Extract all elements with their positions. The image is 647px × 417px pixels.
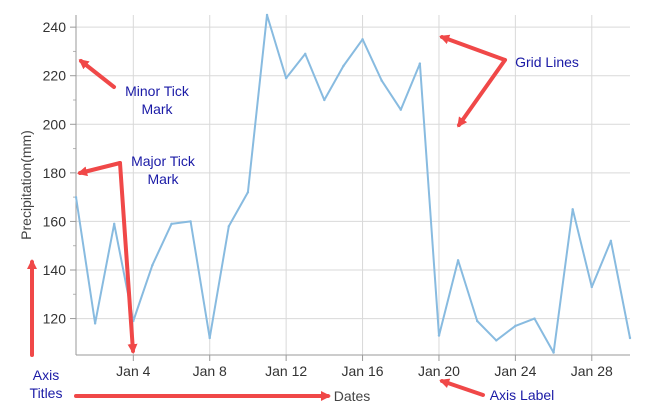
data-point — [437, 334, 441, 337]
data-point — [533, 317, 536, 320]
data-point — [590, 285, 593, 289]
data-point — [151, 263, 154, 267]
major-tick-arrow-left — [77, 161, 122, 177]
x-tick-label: Jan 8 — [193, 363, 227, 379]
annotation-arrows — [27, 34, 507, 401]
data-point — [380, 79, 383, 82]
x-tick-label: Jan 28 — [571, 363, 613, 379]
tick-labels: 120 140 160 180 200 220 240 Jan 4 Jan 8 Jan 12 Jan… — [18, 19, 613, 404]
minor-tick-arrow — [78, 59, 116, 89]
data-point — [628, 336, 632, 340]
data-point — [208, 336, 211, 340]
x-tick-label: Jan 20 — [418, 363, 460, 379]
grid-lines-arrow-up — [439, 34, 507, 62]
x-tick-label: Jan 4 — [116, 363, 150, 379]
grid-lines-annotation-text: Grid Lines — [515, 54, 579, 70]
data-point — [93, 322, 97, 325]
data-point — [418, 62, 422, 65]
major-tick-mark-annotation-text: Major Tick — [131, 153, 196, 169]
data-point — [456, 259, 460, 262]
data-point — [609, 239, 613, 243]
minor-tick-mark-annotation-text: Mark — [141, 101, 173, 117]
y-tick-label: 220 — [43, 68, 67, 84]
data-point — [265, 13, 269, 17]
data-point — [571, 208, 574, 211]
data-point — [170, 222, 173, 226]
data-point — [552, 351, 555, 354]
data-point — [189, 220, 192, 223]
grid-lines — [76, 15, 630, 355]
data-point — [475, 319, 479, 323]
data-point — [323, 98, 326, 102]
data-point — [514, 324, 517, 328]
data-point — [304, 52, 307, 56]
data-point — [399, 108, 402, 111]
data-point — [284, 76, 288, 80]
x-tick-label: Jan 16 — [342, 363, 384, 379]
y-tick-label: 120 — [43, 311, 67, 327]
y-tick-label: 160 — [43, 213, 67, 229]
axis-label-annotation-text: Axis Label — [490, 387, 555, 403]
series-layer — [74, 13, 632, 354]
data-point — [495, 339, 498, 342]
data-point — [342, 64, 345, 68]
minor-tick-mark-annotation-text: Minor Tick — [125, 83, 190, 99]
data-point — [246, 191, 250, 194]
grid-lines-arrow-down — [457, 58, 507, 128]
y-tick-label: 180 — [43, 165, 67, 181]
axes — [70, 15, 630, 361]
data-point — [361, 38, 364, 41]
major-tick-arrow-down — [118, 161, 138, 354]
axis-titles-annotation-text: Axis — [33, 367, 59, 383]
data-point — [113, 222, 116, 226]
axis-titles-annotation-text: Titles — [30, 385, 63, 401]
annotations: Minor Tick Mark Major Tick Mark Grid Lines Ax… — [30, 54, 579, 403]
y-tick-label: 140 — [43, 262, 67, 278]
y-axis-title: Precipitation(mm) — [18, 130, 34, 240]
x-tick-label: Jan 12 — [265, 363, 307, 379]
x-axis-title: Dates — [334, 388, 371, 404]
data-point — [74, 195, 78, 199]
axis-label-arrow — [439, 378, 485, 397]
y-tick-label: 200 — [43, 116, 67, 132]
major-tick-mark-annotation-text: Mark — [147, 171, 179, 187]
series-line — [75, 14, 631, 354]
x-tick-label: Jan 24 — [494, 363, 536, 379]
y-tick-label: 240 — [43, 19, 67, 35]
data-point — [227, 225, 231, 228]
